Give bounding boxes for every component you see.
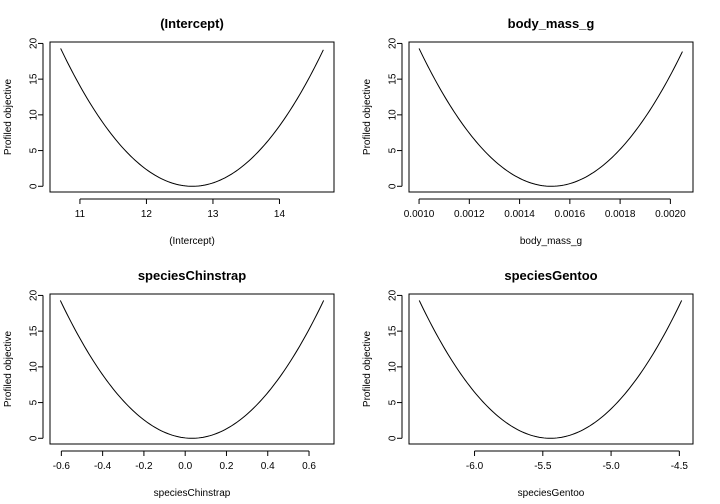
x-tick-label: 0.6: [302, 461, 316, 472]
x-tick-label: 0.0014: [504, 209, 535, 220]
y-tick-label: 15: [388, 325, 399, 337]
x-tick-label: 0.0: [178, 461, 192, 472]
y-axis-label: Profiled objective: [3, 78, 14, 155]
x-tick-label: -0.6: [53, 461, 71, 472]
y-axis-label: Profiled objective: [3, 330, 14, 407]
y-tick-label: 20: [388, 289, 399, 301]
y-tick-label: 10: [29, 109, 40, 121]
y-tick-label: 0: [29, 183, 40, 189]
x-tick-label: 0.0012: [454, 209, 485, 220]
panel-title: (Intercept): [160, 16, 224, 31]
y-tick-label: 5: [29, 399, 40, 405]
plot-frame: [49, 293, 335, 445]
y-tick-label: 5: [29, 147, 40, 153]
y-tick-label: 5: [388, 147, 399, 153]
plot-frame: [49, 41, 335, 193]
y-tick-label: 20: [29, 37, 40, 49]
profile-curve: [59, 300, 325, 439]
y-tick-label: 10: [388, 109, 399, 121]
profile-panel-4: speciesGentoo -6.0 -5.5 -5.0 -4.5 speciesGent…: [362, 268, 694, 499]
profile-panel-1: (Intercept) 11 12 13 14 (Intercept) 0 5 10 15 20 Pr…: [3, 16, 335, 247]
plot-frame: [408, 293, 694, 445]
y-tick-label: 10: [388, 361, 399, 373]
profile-curve: [60, 48, 324, 187]
y-tick-label: 10: [29, 361, 40, 373]
y-axis-label: Profiled objective: [362, 78, 373, 155]
x-tick-label: -0.4: [94, 461, 112, 472]
panel-title: speciesChinstrap: [138, 268, 246, 283]
x-tick-label: 13: [207, 209, 219, 220]
x-tick-label: 0.0020: [655, 209, 686, 220]
profile-curve: [418, 48, 683, 187]
panel-title: speciesGentoo: [504, 268, 597, 283]
plot-frame: [408, 41, 694, 193]
y-axis-label: Profiled objective: [362, 330, 373, 407]
y-tick-label: 15: [29, 73, 40, 85]
profile-panel-3: speciesChinstrap -0.6 -0.4 -0.2 0.0 0.2 0.4 0.6…: [3, 268, 335, 499]
panel-title: body_mass_g: [508, 16, 595, 31]
x-tick-label: -4.5: [671, 461, 689, 472]
x-axis-label: (Intercept): [169, 236, 215, 247]
y-tick-label: 0: [29, 435, 40, 441]
x-tick-label: 11: [75, 209, 86, 220]
x-axis-label: speciesChinstrap: [154, 488, 231, 499]
x-axis-label: speciesGentoo: [518, 488, 585, 499]
y-tick-label: 5: [388, 399, 399, 405]
y-tick-label: 0: [388, 435, 399, 441]
x-tick-label: 14: [274, 209, 286, 220]
x-tick-label: 0.4: [261, 461, 275, 472]
y-tick-label: 20: [388, 37, 399, 49]
x-axis-label: body_mass_g: [520, 236, 582, 247]
x-tick-label: 0.0010: [404, 209, 435, 220]
x-tick-label: 0.0016: [555, 209, 586, 220]
x-tick-label: -5.0: [602, 461, 620, 472]
x-tick-label: 12: [141, 209, 153, 220]
y-tick-label: 20: [29, 289, 40, 301]
profile-panel-2: body_mass_g 0.0010 0.0012 0.0014 0.0016 0.001…: [362, 16, 694, 247]
profile-curve: [418, 300, 683, 439]
x-tick-label: -6.0: [466, 461, 484, 472]
y-tick-label: 0: [388, 183, 399, 189]
x-tick-label: -5.5: [534, 461, 552, 472]
x-tick-label: 0.2: [220, 461, 234, 472]
x-tick-label: 0.0018: [605, 209, 636, 220]
y-tick-label: 15: [388, 73, 399, 85]
x-tick-label: -0.2: [135, 461, 153, 472]
y-tick-label: 15: [29, 325, 40, 337]
